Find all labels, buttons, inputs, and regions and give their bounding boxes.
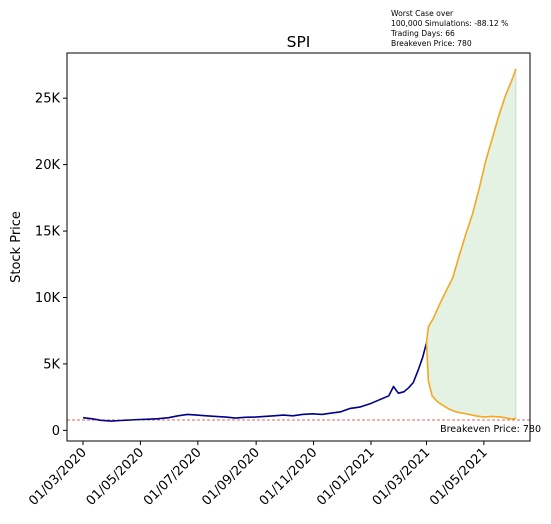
info-line-worst-case: Worst Case over	[391, 9, 454, 18]
simulated-upper-line	[425, 68, 517, 343]
info-line-simulations: 100,000 Simulations: -88.12 %	[391, 19, 509, 28]
simulated-lower-line	[425, 342, 517, 420]
info-line-breakeven: Breakeven Price: 780	[391, 39, 472, 48]
chart-title: SPI	[287, 33, 311, 51]
y-tick-label: 0	[52, 424, 60, 439]
x-tick-label: 01/07/2020	[141, 445, 205, 509]
x-tick-label: 01/05/2021	[427, 445, 491, 509]
y-tick-label: 25K	[35, 92, 61, 107]
x-tick-label: 01/09/2020	[199, 445, 263, 509]
y-tick-label: 15K	[35, 225, 61, 240]
x-tick-label: 01/03/2021	[370, 445, 434, 509]
breakeven-label: Breakeven Price: 780	[440, 424, 541, 435]
y-axis-label: Stock Price	[9, 211, 24, 283]
simulation-info-box: Worst Case over 100,000 Simulations: -88.…	[391, 9, 508, 49]
x-tick-label: 01/05/2020	[84, 445, 148, 509]
y-tick-label: 10K	[35, 291, 61, 306]
y-tick-label: 20K	[35, 158, 61, 173]
simulation-range-area	[426, 68, 517, 420]
x-tick-label: 01/11/2020	[257, 445, 321, 509]
x-tick-label: 01/03/2020	[26, 445, 90, 509]
y-tick-label: 5K	[43, 357, 60, 372]
axes-frame	[66, 52, 531, 442]
x-tick-label: 01/01/2021	[314, 445, 378, 509]
info-line-trading-days: Trading Days: 66	[391, 29, 455, 38]
historical-price-line	[82, 342, 428, 422]
